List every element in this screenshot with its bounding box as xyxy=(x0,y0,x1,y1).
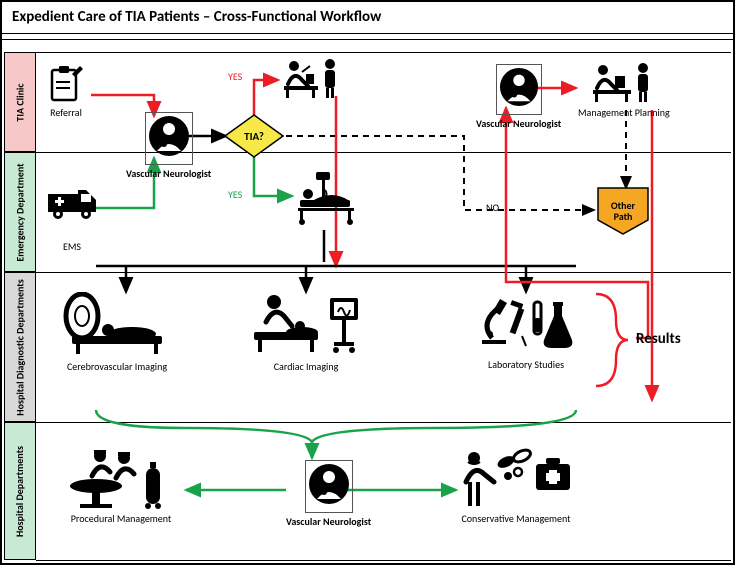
lane-label-tia-clinic: TIA Clinic xyxy=(4,52,36,152)
tia-decision: TIA? xyxy=(224,114,284,158)
page-title: Expedient Care of TIA Patients – Cross-F… xyxy=(2,2,733,34)
results-label: Results xyxy=(636,330,681,348)
ems-label: EMS xyxy=(63,240,81,253)
cardiac-imaging-icon: Cardiac Imaging xyxy=(246,292,366,373)
lane-label-ed: Emergency Department xyxy=(4,152,36,272)
lab-label: Laboratory Studies xyxy=(488,358,564,371)
lane-label-hospital-dept: Hospital Departments xyxy=(4,422,36,560)
vn1-label: Vascular Neurologist xyxy=(126,167,211,180)
mgmt-planning-icon: Management Planning xyxy=(578,62,670,119)
cardiac-label: Cardiac Imaging xyxy=(274,360,339,373)
cerebrovascular-imaging-icon: Cerebrovascular Imaging xyxy=(62,292,172,373)
swimlanes-area: TIA Clinic Emergency Department Hospital… xyxy=(2,40,733,565)
proc-label: Procedural Management xyxy=(71,512,172,525)
workflow-frame: Expedient Care of TIA Patients – Cross-F… xyxy=(0,0,735,565)
lane-label-diagnostic: Hospital Diagnostic Departments xyxy=(4,272,36,422)
yes-label-1: YES xyxy=(228,70,242,83)
referral-icon: Referral xyxy=(46,64,86,119)
lane-divider-1 xyxy=(36,52,731,53)
vascular-neurologist-2-icon: Vascular Neurologist xyxy=(476,64,561,130)
procedural-management-icon: Procedural Management xyxy=(66,448,176,525)
clinic-eval-icon xyxy=(280,58,344,100)
laboratory-studies-icon: Laboratory Studies xyxy=(478,296,574,371)
vascular-neurologist-1-icon: Vascular Neurologist xyxy=(126,112,211,180)
other-path-node: OtherPath xyxy=(596,186,650,236)
ed-bed-icon xyxy=(292,172,362,226)
cons-label: Conservative Management xyxy=(461,512,570,525)
yes-label-2: YES xyxy=(228,188,242,201)
vascular-neurologist-3-icon: Vascular Neurologist xyxy=(286,460,371,528)
lane-divider-5 xyxy=(36,560,731,561)
cereb-label: Cerebrovascular Imaging xyxy=(67,360,167,373)
no-label: NO xyxy=(486,201,499,214)
lane-divider-3 xyxy=(36,272,731,273)
referral-label: Referral xyxy=(50,106,82,119)
mgmt-planning-label: Management Planning xyxy=(578,106,670,119)
lane-divider-4 xyxy=(36,422,731,423)
ems-icon: EMS xyxy=(46,186,98,253)
conservative-management-icon: Conservative Management xyxy=(456,448,576,525)
vn2-label: Vascular Neurologist xyxy=(476,117,561,130)
vn3-label: Vascular Neurologist xyxy=(286,515,371,528)
